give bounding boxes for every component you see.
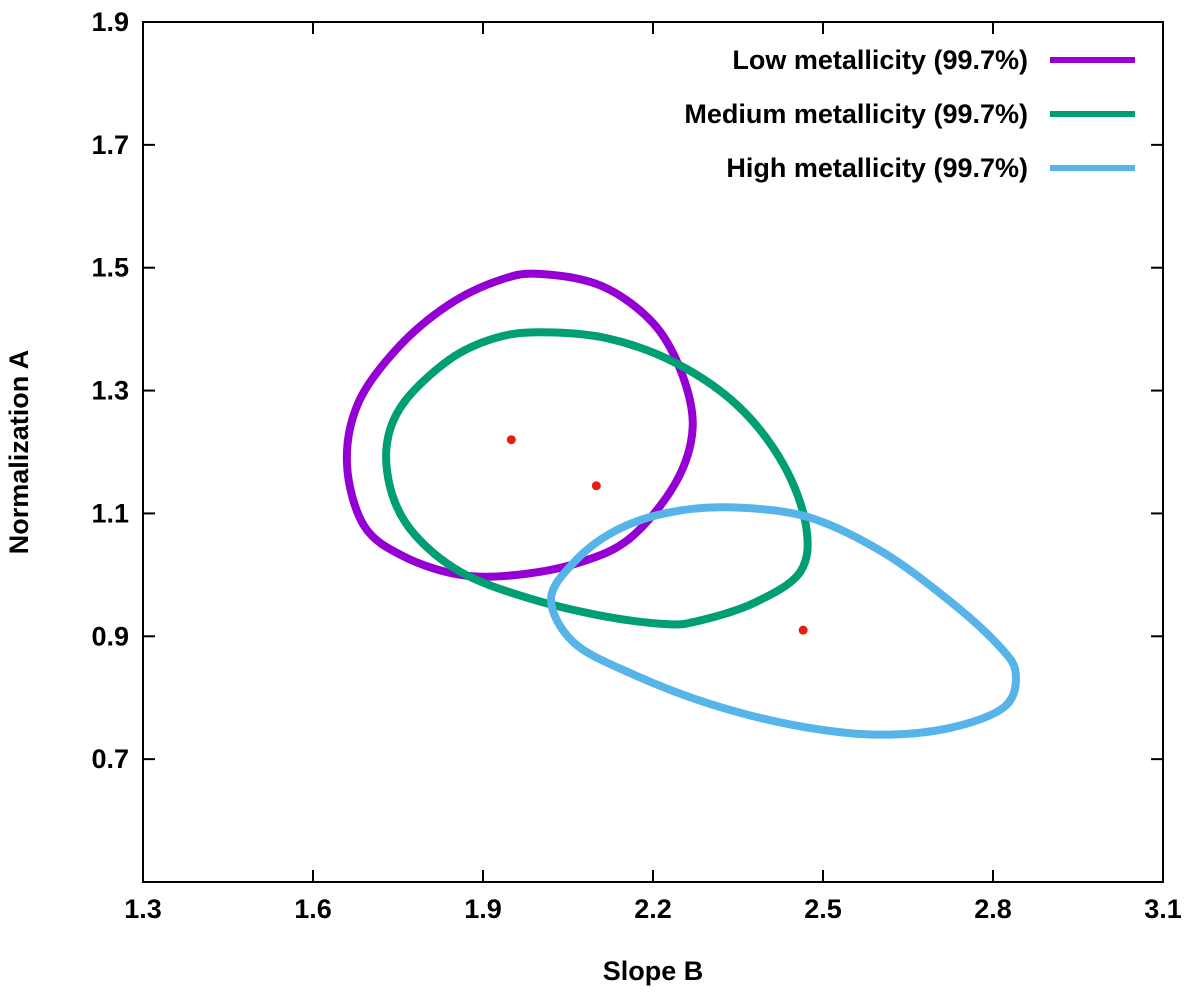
y-tick-label: 1.5 — [91, 253, 129, 283]
x-tick-label: 2.5 — [804, 894, 842, 924]
legend: Low metallicity (99.7%) Medium metallicit… — [684, 45, 1135, 183]
x-tick-label: 3.1 — [1144, 894, 1182, 924]
y-tick-label: 1.3 — [91, 376, 129, 406]
contour-medium-metallicity — [382, 328, 812, 629]
y-tick-label: 1.1 — [91, 498, 129, 528]
legend-label-high: High metallicity (99.7%) — [726, 153, 1028, 183]
x-axis-title: Slope B — [603, 956, 704, 986]
best-fit-point-high — [798, 625, 808, 635]
y-axis-title: Normalization A — [4, 350, 34, 555]
x-tick-label: 1.9 — [464, 894, 502, 924]
legend-label-low: Low metallicity (99.7%) — [732, 45, 1028, 75]
x-tick-label: 2.8 — [974, 894, 1012, 924]
y-tick-label: 0.9 — [91, 621, 129, 651]
legend-label-medium: Medium metallicity (99.7%) — [684, 99, 1028, 129]
y-tick-label: 1.7 — [91, 130, 129, 160]
y-tick-label: 0.7 — [91, 744, 129, 774]
x-tick-label: 1.3 — [124, 894, 162, 924]
x-tick-label: 1.6 — [294, 894, 332, 924]
best-fit-point-medium — [591, 481, 601, 491]
y-tick-label: 1.9 — [91, 7, 129, 37]
axis-ticks: 1.3 1.6 1.9 2.2 2.5 2.8 3.1 0.7 0.9 1.1 1.3 1.5 1.7 1… — [91, 7, 1181, 924]
x-tick-label: 2.2 — [634, 894, 672, 924]
best-fit-point-low — [506, 435, 516, 445]
contour-high-metallicity — [547, 503, 1020, 739]
series-group — [342, 269, 1020, 739]
